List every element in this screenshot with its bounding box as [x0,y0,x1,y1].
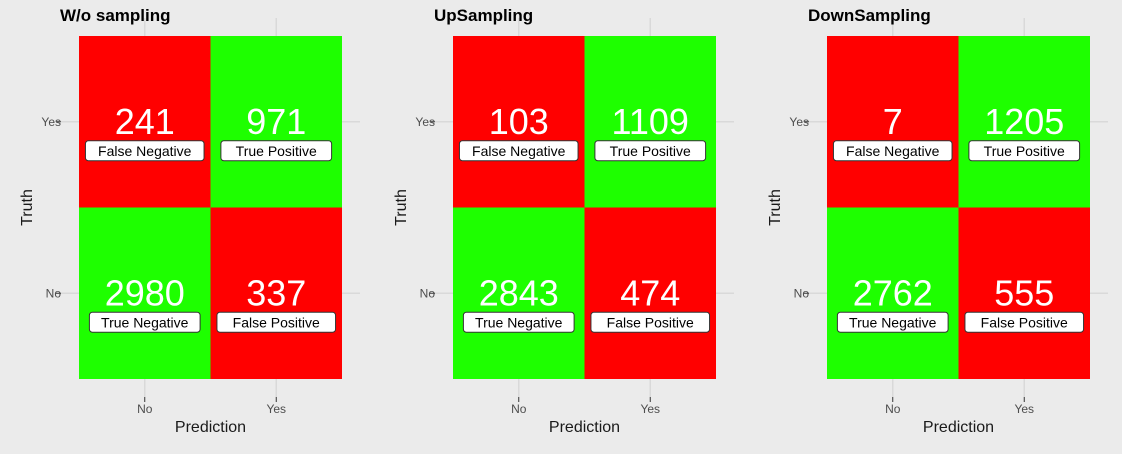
cell-label-badge [968,140,1081,162]
x-tick-label: Yes [640,402,660,416]
cell-label-text: False Positive [607,314,694,330]
cell-label-badge [84,140,205,162]
x-axis-title: Prediction [923,419,994,436]
cell-count-label: 2843 [479,272,559,313]
y-tick-label: Yes [415,115,435,129]
matrix-cell [827,207,959,379]
y-tick-label: No [46,286,62,300]
cell-count-label: 241 [115,101,175,142]
cell-label-text: True Positive [984,143,1065,159]
cell-count-label: 103 [489,101,549,142]
cell-count-label: 1109 [612,101,689,142]
cell-label-text: True Negative [849,314,937,330]
cell-label-badge [594,140,707,162]
matrix-cell [453,207,585,379]
y-tick-label: No [794,286,810,300]
matrix-cell [584,207,716,379]
matrix-cell [79,36,211,208]
cell-label-badge [590,311,711,333]
cell-count-label: 2980 [105,272,185,313]
cell-count-label: 1205 [984,101,1064,142]
panel-title: UpSampling [434,6,533,25]
panel-title: W/o sampling [60,6,171,25]
x-tick-label: No [511,402,527,416]
y-tick-label: Yes [41,115,61,129]
cell-label-text: False Positive [233,314,320,330]
cell-label-text: True Negative [475,314,563,330]
cell-count-label: 971 [246,101,306,142]
cell-label-text: True Positive [236,143,317,159]
x-tick-label: No [885,402,901,416]
panel-title: DownSampling [808,6,931,25]
cell-count-label: 7 [883,101,903,142]
cell-label-badge [220,140,333,162]
cell-label-text: True Negative [101,314,189,330]
cell-count-label: 474 [620,272,680,313]
y-axis-title: Truth [19,189,36,226]
cell-label-badge [832,140,953,162]
matrix-cell [453,36,585,208]
x-tick-label: No [137,402,153,416]
cell-label-badge [88,311,201,333]
cell-label-text: False Negative [472,143,566,159]
cell-count-label: 337 [246,272,306,313]
cell-label-badge [458,140,579,162]
x-axis-title: Prediction [549,419,620,436]
y-tick-label: Yes [789,115,809,129]
matrix-cell [584,36,716,208]
x-tick-label: Yes [1014,402,1034,416]
cell-label-text: False Negative [846,143,940,159]
matrix-cell [79,207,211,379]
y-axis-title: Truth [767,189,784,226]
cell-label-badge [836,311,949,333]
cell-label-text: True Positive [610,143,691,159]
x-axis-title: Prediction [175,419,246,436]
cell-label-text: False Positive [981,314,1068,330]
matrix-cell [210,36,342,208]
matrix-cell [958,207,1090,379]
cell-label-badge [964,311,1085,333]
x-tick-label: Yes [266,402,286,416]
cell-label-badge [462,311,575,333]
matrix-cell [958,36,1090,208]
cell-label-badge [216,311,337,333]
matrix-cell [210,207,342,379]
cell-count-label: 555 [994,272,1054,313]
cell-count-label: 2762 [853,272,933,313]
y-tick-label: No [420,286,436,300]
cell-label-text: False Negative [98,143,192,159]
y-axis-title: Truth [393,189,410,226]
matrix-cell [827,36,959,208]
